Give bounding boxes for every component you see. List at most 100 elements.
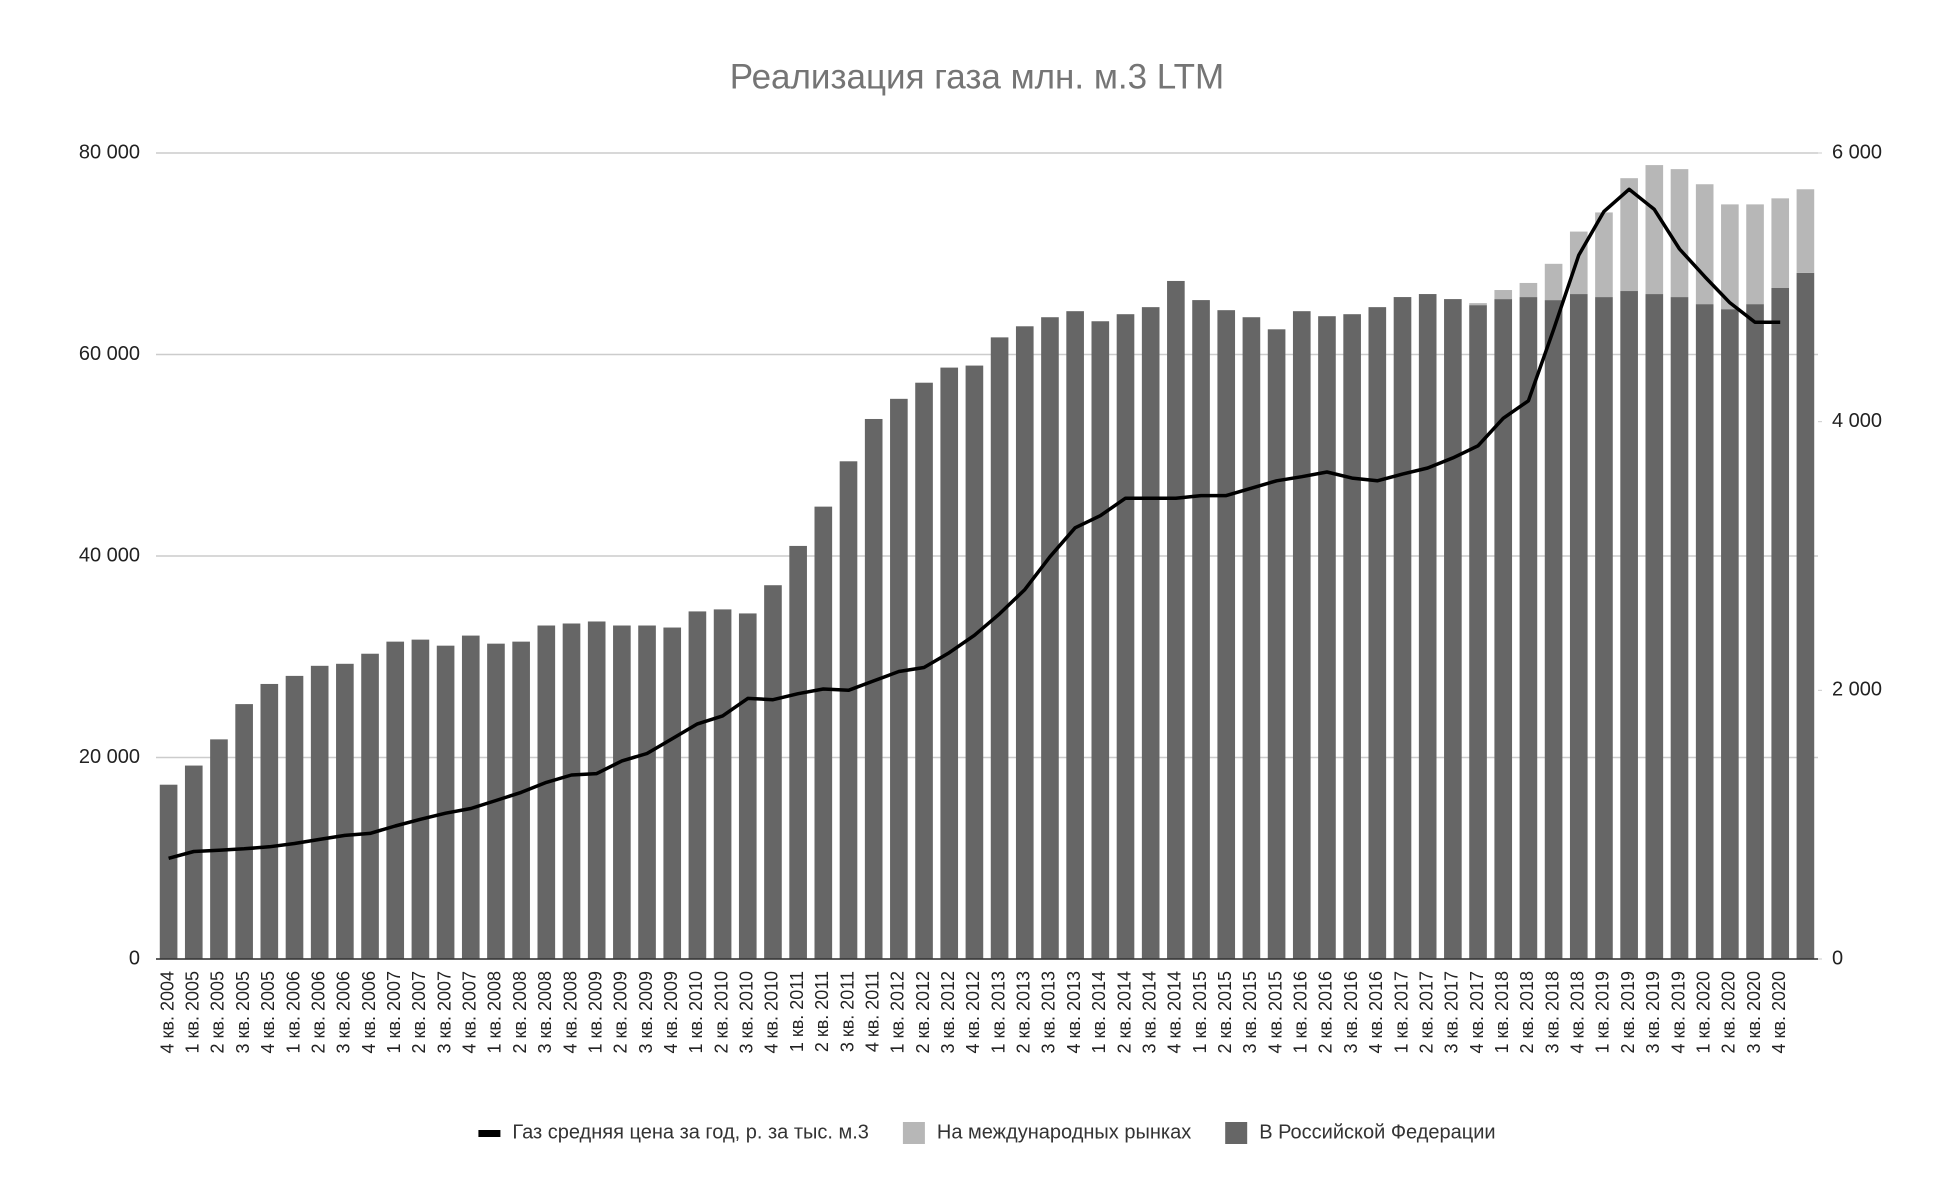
x-tick-label: 2 кв. 2007 (409, 971, 429, 1054)
x-tick-label: 4 кв. 2019 (1668, 971, 1688, 1054)
bar (1695, 304, 1714, 959)
x-tick-label: 4 кв. 2016 (1366, 971, 1386, 1054)
x-tick-label: 1 кв. 2016 (1291, 971, 1311, 1054)
x-tick-label: 1 кв. 2006 (283, 971, 303, 1054)
bar (1670, 297, 1689, 959)
x-tick-label: 2 кв. 2013 (1014, 971, 1034, 1054)
bar (260, 683, 279, 959)
bar (1242, 317, 1261, 959)
bar (1318, 316, 1336, 960)
bar (1343, 314, 1361, 959)
x-tick-label: 4 кв. 2009 (661, 971, 681, 1054)
x-tick-label: 2 кв. 2008 (510, 971, 530, 1054)
y2-tick-label: 2 000 (1832, 679, 1882, 701)
bar (1746, 304, 1764, 959)
bar (1066, 311, 1084, 959)
x-tick-label: 1 кв. 2005 (183, 971, 203, 1054)
bar (461, 635, 480, 959)
y2-tick-label: 6 000 (1832, 141, 1882, 163)
x-tick-label: 2 кв. 2015 (1215, 971, 1235, 1054)
legend-label: На международных рынках (937, 1121, 1191, 1143)
bar (713, 609, 732, 959)
bar (990, 337, 1009, 959)
bar (537, 625, 556, 959)
x-tick-label: 4 кв. 2017 (1467, 971, 1487, 1054)
bar (1041, 317, 1059, 959)
bar (1519, 282, 1538, 298)
chart-title: Реализация газа млн. м.3 LTM (730, 57, 1224, 96)
x-tick-label: 4 кв. 2018 (1568, 971, 1588, 1054)
bar (1771, 198, 1790, 289)
y-tick-label: 20 000 (79, 746, 140, 768)
x-tick-label: 3 кв. 2005 (233, 971, 253, 1054)
legend-label: В Российской Федерации (1259, 1121, 1495, 1143)
x-tick-label: 1 кв. 2012 (888, 971, 908, 1054)
x-tick-label: 3 кв. 2006 (334, 971, 354, 1054)
x-tick-label: 4 кв. 2005 (258, 971, 278, 1054)
bar (814, 506, 833, 959)
x-tick-label: 4 кв. 2010 (762, 971, 782, 1054)
x-tick-label: 2 кв. 2016 (1316, 971, 1336, 1054)
line-series (168, 187, 1781, 860)
bar (663, 627, 682, 959)
bar (1569, 294, 1588, 959)
x-tick-label: 4 кв. 2004 (157, 971, 177, 1054)
bar (1595, 297, 1613, 959)
x-tick-label: 2 кв. 2009 (611, 971, 631, 1054)
bar (1796, 189, 1815, 273)
legend-swatch (902, 1122, 925, 1144)
x-tick-label: 2 кв. 2017 (1416, 971, 1436, 1054)
bar (1544, 300, 1563, 960)
x-tick-label: 1 кв. 2018 (1492, 971, 1512, 1054)
x-tick-label: 4 кв. 2015 (1265, 971, 1285, 1054)
bar (562, 623, 581, 959)
bar (1796, 272, 1815, 960)
y2-tick-label: 4 000 (1832, 410, 1882, 432)
bar (890, 398, 908, 960)
bar (1494, 299, 1513, 959)
x-tick-label: 4 кв. 2014 (1165, 971, 1185, 1054)
x-tick-label: 4 кв. 2006 (359, 971, 379, 1054)
x-tick-label: 3 кв. 2010 (737, 971, 757, 1054)
x-tick-label: 1 кв. 2015 (1190, 971, 1210, 1054)
bar (184, 765, 203, 959)
x-tick-label: 1 кв. 2010 (686, 971, 706, 1054)
x-tick-label: 3 кв. 2008 (535, 971, 555, 1054)
bar (864, 418, 883, 960)
bar (1292, 311, 1311, 959)
bar (1645, 165, 1664, 295)
bar (512, 641, 530, 959)
x-tick-label: 1 кв. 2011 (787, 971, 807, 1052)
x-tick-label: 4 кв. 2013 (1064, 971, 1084, 1054)
bar (1015, 326, 1034, 959)
y-tick-label: 60 000 (79, 343, 140, 365)
bar (1721, 204, 1739, 310)
x-tick-label: 1 кв. 2020 (1693, 971, 1713, 1054)
x-tick-label: 2 кв. 2019 (1618, 971, 1638, 1054)
bar (1116, 314, 1135, 959)
bar (436, 645, 455, 959)
x-tick-label: 2 кв. 2006 (308, 971, 328, 1054)
x-tick-label: 4 кв. 2011 (862, 971, 882, 1052)
y-tick-label: 0 (129, 947, 140, 969)
x-tick-label: 1 кв. 2008 (485, 971, 505, 1054)
x-tick-label: 3 кв. 2017 (1442, 971, 1462, 1054)
x-tick-label: 1 кв. 2007 (384, 971, 404, 1054)
bar (965, 365, 984, 959)
x-tick-label: 1 кв. 2013 (988, 971, 1008, 1054)
bar (310, 665, 329, 959)
bar (1620, 178, 1638, 292)
bar (1695, 184, 1714, 305)
x-tick-label: 2 кв. 2020 (1719, 971, 1739, 1054)
bar (386, 641, 405, 959)
x-tick-label: 3 кв. 2009 (636, 971, 656, 1054)
x-tick-label: 3 кв. 2011 (837, 971, 857, 1052)
bar (1368, 307, 1387, 960)
x-tick-label: 4 кв. 2020 (1769, 971, 1789, 1054)
x-tick-label: 3 кв. 2019 (1643, 971, 1663, 1054)
legend-label: Газ средняя цена за год, р. за тыс. м.3 (512, 1121, 868, 1143)
x-tick-label: 2 кв. 2011 (812, 971, 832, 1052)
x-tick-label: 1 кв. 2014 (1089, 971, 1109, 1054)
bar (1267, 329, 1286, 959)
